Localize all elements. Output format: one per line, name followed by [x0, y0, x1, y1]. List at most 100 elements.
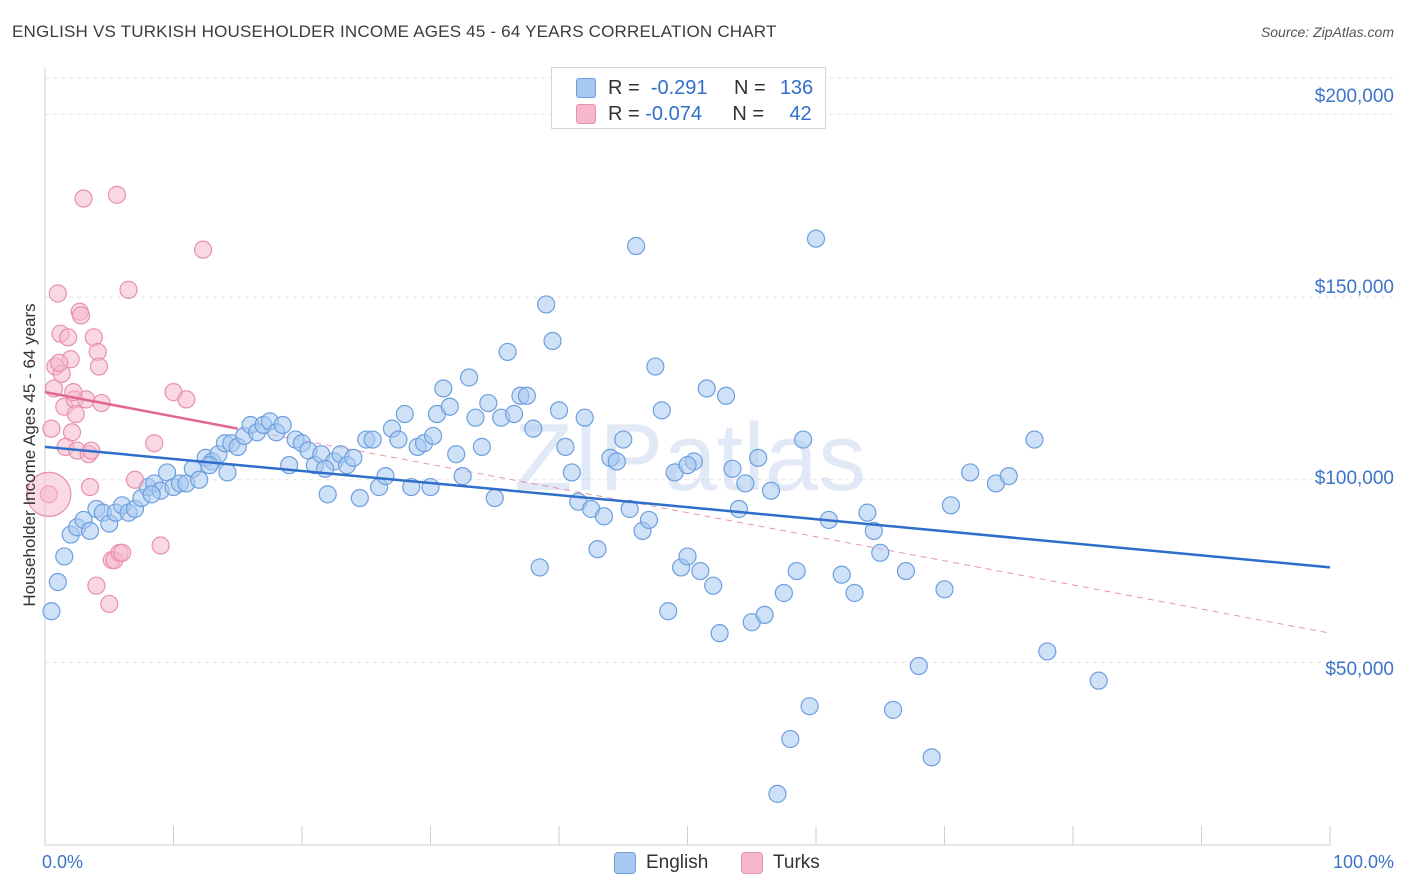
english-point-80	[556, 437, 575, 456]
legend-row-english: R = -0.291 N = 136	[576, 76, 813, 100]
english-point-102	[697, 379, 716, 398]
english-point-112	[761, 481, 781, 500]
english-point-136	[1038, 642, 1057, 661]
english-point-88	[607, 452, 626, 471]
english-point-126	[883, 700, 903, 719]
english-point-116	[787, 561, 806, 581]
english-point-134	[999, 467, 1018, 486]
english-point-106	[723, 459, 742, 478]
y-tick-label-150000: $150,000	[1314, 277, 1394, 298]
english-point-52	[376, 467, 395, 486]
english-point-0	[42, 602, 61, 621]
english-r-label: R =	[608, 76, 640, 99]
turks-n-label: N =	[732, 102, 765, 125]
english-point-115	[781, 729, 800, 749]
english-point-117	[794, 430, 813, 449]
english-point-128	[909, 656, 928, 676]
english-point-66	[466, 408, 485, 427]
english-point-65	[459, 368, 479, 387]
turks-trend-extended	[44, 391, 1331, 634]
english-point-132	[961, 463, 980, 482]
legend-row-turks: R = -0.074 N = 42	[576, 102, 812, 126]
legend-item-english[interactable]: English	[614, 852, 708, 874]
turks-point-27	[100, 594, 119, 614]
english-point-113	[768, 784, 787, 803]
english-point-123	[858, 503, 877, 522]
trend-lines	[44, 391, 1331, 634]
turks-trend-line	[44, 390, 238, 430]
turks-point-40	[50, 353, 69, 372]
english-point-139	[423, 426, 443, 446]
english-point-104	[710, 624, 729, 643]
english-point-62	[440, 397, 459, 416]
english-point-78	[543, 331, 562, 351]
turks-r-value: -0.074	[645, 102, 702, 125]
english-n-label: N =	[733, 76, 766, 99]
x-tick-label-right: 100.0%	[1332, 852, 1394, 872]
english-point-85	[588, 540, 607, 559]
english-point-141	[142, 485, 161, 504]
series-legend: English Turks	[0, 852, 1406, 878]
turks-point-16	[71, 306, 91, 325]
english-point-103	[704, 576, 723, 595]
english-point-121	[832, 565, 851, 584]
english-point-48	[350, 488, 369, 508]
english-n-value: 136	[779, 76, 814, 99]
english-point-138	[678, 456, 697, 475]
turks-legend-label: Turks	[773, 852, 820, 873]
english-point-6	[80, 521, 100, 540]
english-point-55	[395, 404, 414, 424]
turks-large-point	[26, 471, 72, 517]
english-point-89	[614, 430, 633, 449]
turks-point-35	[145, 434, 164, 453]
english-point-108	[736, 474, 755, 493]
english-point-2	[55, 547, 74, 566]
turks-point-23	[87, 576, 106, 595]
y-tick-label-100000: $100,000	[1314, 468, 1394, 489]
english-point-75	[524, 419, 543, 438]
chart-title: ENGLISH VS TURKISH HOUSEHOLDER INCOME AG…	[12, 22, 777, 41]
grid-lines	[45, 77, 1395, 663]
turks-swatch	[576, 104, 596, 124]
turks-n-value: 42	[789, 102, 812, 125]
english-point-79	[549, 401, 569, 420]
english-point-23	[190, 470, 209, 489]
english-point-63	[447, 445, 466, 464]
y-tick-label-50000: $50,000	[1325, 659, 1394, 680]
data-points	[26, 185, 1331, 803]
english-point-107	[729, 499, 749, 519]
english-point-114	[774, 583, 793, 603]
english-point-118	[800, 697, 819, 716]
english-swatch	[576, 78, 596, 98]
english-point-54	[389, 430, 408, 449]
turks-point-33	[119, 280, 138, 299]
english-point-110	[749, 448, 768, 467]
axes	[44, 68, 1331, 846]
english-point-50	[363, 430, 382, 449]
english-point-76	[530, 558, 549, 577]
turks-point-39	[193, 240, 213, 259]
english-point-1	[48, 572, 67, 592]
english-point-99	[678, 547, 697, 566]
turks-point-30	[107, 185, 127, 204]
legend-item-turks[interactable]: Turks	[741, 852, 820, 874]
english-trend-line	[44, 445, 1331, 569]
english-point-74	[517, 386, 536, 405]
source-label: Source: ZipAtlas.com	[1260, 24, 1394, 40]
english-legend-swatch	[614, 852, 636, 874]
turks-point-11	[62, 423, 82, 442]
english-point-122	[845, 583, 864, 603]
turks-point-20	[80, 477, 100, 497]
turks-point-1	[42, 419, 61, 438]
english-point-124	[864, 521, 883, 540]
turks-point-9	[59, 328, 78, 347]
english-point-135	[1025, 430, 1044, 449]
english-point-68	[479, 393, 498, 413]
english-point-47	[344, 448, 363, 467]
turks-point-32	[112, 543, 132, 562]
english-point-94	[646, 357, 665, 376]
english-point-77	[537, 295, 556, 314]
english-point-111	[755, 605, 774, 625]
english-point-43	[318, 485, 337, 504]
